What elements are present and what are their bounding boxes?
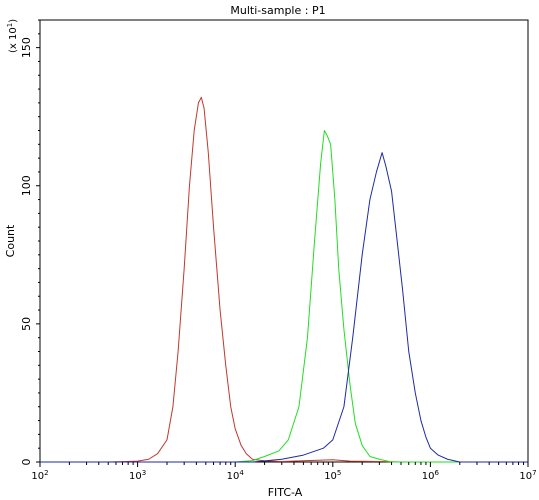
y-tick-label: 150 <box>20 37 33 58</box>
x-axis-label: FITC-A <box>268 486 303 499</box>
x-axis: 102 103 104 105 106 107 <box>31 462 537 482</box>
y-axis-label: Count <box>4 224 17 257</box>
y-axis-multiplier: (x 101) <box>6 19 19 53</box>
chart-title: Multi-sample : P1 <box>230 4 325 17</box>
y-axis: 0 50 100 150 <box>20 19 40 466</box>
y-tick-label: 100 <box>20 175 33 196</box>
plot-area-frame <box>39 19 529 463</box>
x-tick-label: 106 <box>422 469 440 482</box>
y-tick-label: 50 <box>20 317 33 331</box>
y-axis-multiplier-exp: 1 <box>6 23 14 27</box>
y-axis-multiplier-close: ) <box>8 19 19 23</box>
series-2-line <box>40 130 528 463</box>
series-1-line <box>40 96 528 463</box>
x-tick-label: 103 <box>129 469 146 482</box>
series-3-line <box>40 152 528 463</box>
x-tick-label: 105 <box>324 469 341 482</box>
y-tick-label: 0 <box>20 459 33 466</box>
y-axis-multiplier-base: (x 10 <box>8 27 19 53</box>
x-tick-label: 102 <box>31 469 48 482</box>
x-tick-label: 107 <box>519 469 536 482</box>
series-layer <box>40 96 528 463</box>
x-tick-label: 104 <box>227 469 245 482</box>
